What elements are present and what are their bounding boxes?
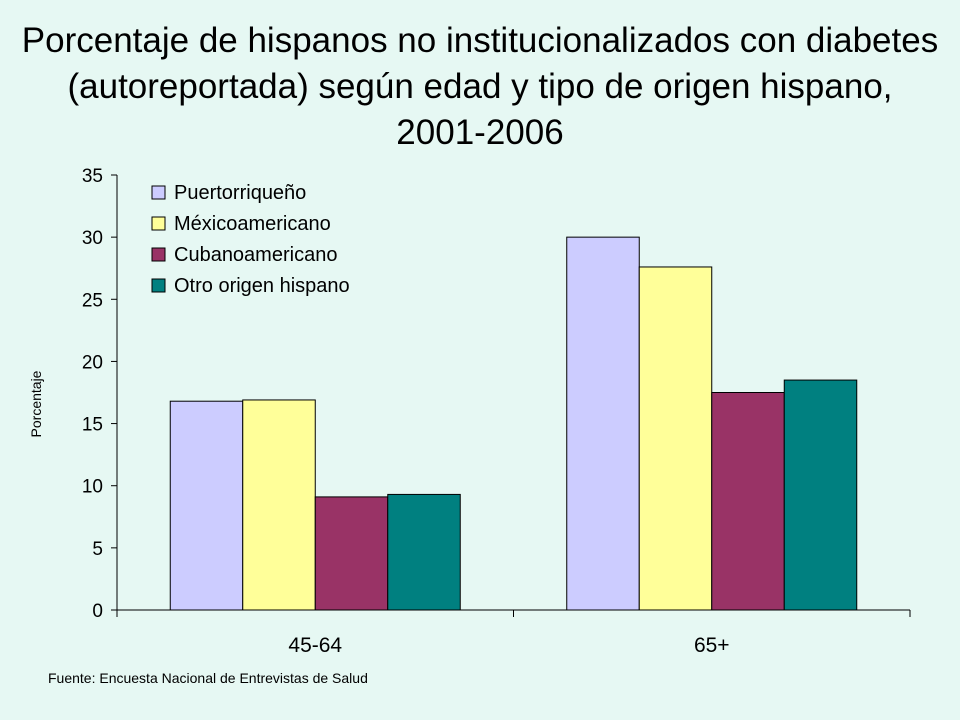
legend-swatch — [151, 247, 166, 262]
x-tick-label: 65+ — [694, 634, 730, 657]
bar — [314, 496, 389, 611]
chart-title: Porcentaje de hispanos no institucionali… — [21, 21, 939, 152]
y-tick-label: 20 — [82, 352, 103, 373]
bar — [169, 400, 244, 611]
bar — [711, 392, 785, 611]
x-tick-label: 45-64 — [288, 634, 342, 657]
bar — [638, 266, 713, 611]
y-tick-label: 30 — [82, 228, 103, 249]
y-tick-label: 15 — [82, 415, 103, 436]
legend-swatch — [151, 278, 166, 293]
legend-label: Puertorriqueño — [174, 182, 306, 204]
legend-label: Méxicoamericano — [174, 213, 331, 235]
legend-label: Cubanoamericano — [174, 244, 337, 266]
chart-legend: Puertorriqueño Méxicoamericano Cubanoameri… — [151, 182, 350, 297]
bar — [242, 399, 316, 611]
y-tick-label: 35 — [82, 166, 103, 187]
chart-bars — [169, 236, 858, 611]
y-axis-label: Porcentaje — [28, 370, 44, 437]
y-tick-label: 10 — [82, 477, 103, 498]
legend-swatch — [151, 216, 166, 231]
y-tick-label: 25 — [82, 290, 103, 311]
bar — [566, 236, 640, 611]
bar — [783, 379, 858, 611]
bar — [387, 493, 461, 611]
y-tick-label: 5 — [92, 539, 103, 560]
y-tick-label: 0 — [92, 601, 103, 622]
legend-label: Otro origen hispano — [174, 275, 350, 297]
legend-swatch — [151, 185, 166, 200]
source-note: Fuente: Encuesta Nacional de Entrevistas… — [48, 670, 368, 686]
